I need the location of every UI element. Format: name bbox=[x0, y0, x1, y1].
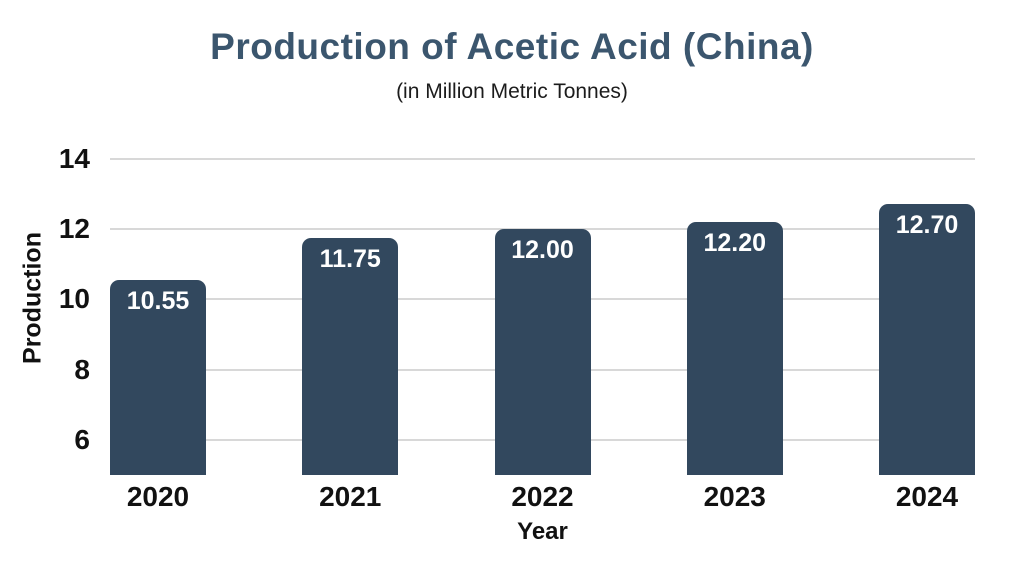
bar-series: 10.55 11.75 12.00 12.20 12.70 bbox=[110, 144, 975, 475]
x-tick-label: 2022 bbox=[511, 481, 574, 512]
bar-value-label: 11.75 bbox=[319, 245, 381, 273]
bar: 12.70 bbox=[879, 204, 975, 475]
bar: 11.75 bbox=[302, 238, 399, 475]
y-tick-label: 6 bbox=[74, 423, 90, 455]
x-tick-label: 2021 bbox=[319, 481, 382, 512]
y-tick-label: 12 bbox=[58, 213, 90, 245]
bar-value-label: 12.20 bbox=[703, 229, 767, 257]
x-axis-label: Year bbox=[517, 518, 568, 545]
y-tick-label: 10 bbox=[58, 283, 90, 315]
x-tick-label: 2023 bbox=[703, 481, 766, 512]
bar-value-label: 12.70 bbox=[895, 211, 959, 239]
bar-value-label: 12.00 bbox=[511, 236, 574, 264]
gridline bbox=[110, 157, 975, 160]
plot-area: 10.55 11.75 12.00 12.20 12.70 bbox=[110, 144, 975, 475]
y-tick-label: 8 bbox=[74, 353, 90, 385]
y-tick-label: 14 bbox=[58, 142, 90, 174]
bar: 10.55 bbox=[110, 280, 206, 475]
bar: 12.20 bbox=[686, 222, 783, 475]
x-tick-label: 2020 bbox=[126, 481, 190, 512]
bar: 12.00 bbox=[494, 229, 591, 475]
bar-value-label: 10.55 bbox=[126, 287, 190, 315]
chart-subtitle: (in Million Metric Tonnes) bbox=[396, 80, 628, 103]
y-axis-ticks: 6 8 10 12 14 bbox=[0, 142, 92, 475]
x-tick-label: 2024 bbox=[895, 481, 959, 512]
chart-title: Production of Acetic Acid (China) bbox=[210, 26, 814, 67]
x-axis-ticks: 2020 2021 2022 2023 2024 bbox=[110, 481, 975, 513]
